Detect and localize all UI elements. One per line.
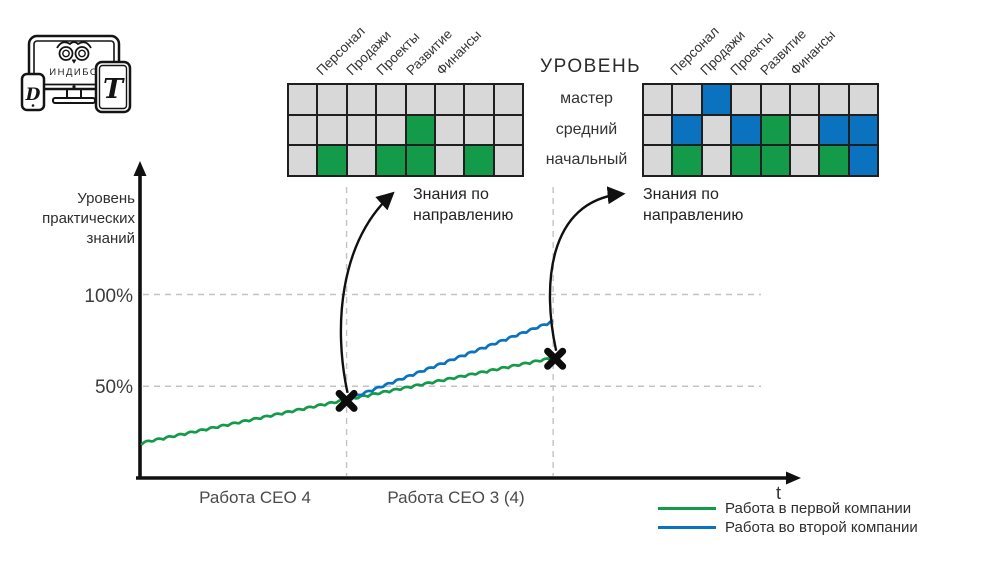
- matrix-cell-r3-c5: [761, 146, 789, 175]
- job-change-marker-2: [544, 347, 567, 370]
- matrix-cell-r2-c7: [820, 115, 848, 145]
- matrix-cell-r1-c4: [732, 85, 760, 114]
- legend-line-swatch: [658, 525, 716, 530]
- matrix-cell-r1-c2: [673, 85, 701, 114]
- matrix-cell-r3-c4: [732, 146, 760, 175]
- phase-label-ceo4: Работа CEO 4: [199, 488, 311, 507]
- matrix-cell-r1-c7: [465, 85, 493, 114]
- annotation-arrow-1: [339, 191, 395, 394]
- matrix-cell-r2-c6: [790, 115, 819, 145]
- matrix-cell-r1-c5: [761, 85, 789, 114]
- matrix-cell-r2-c5: [761, 115, 789, 145]
- matrix-cell-r2-c3: [702, 115, 731, 145]
- legend-item-1: Работа в первой компании: [658, 500, 918, 517]
- phase-label-ceo34: Работа CEO 3 (4): [387, 488, 525, 507]
- matrix-cell-r3-c4: [377, 146, 405, 175]
- matrix2-column-labels: Персонал Продажи Проекты Развитие Финансы: [642, 2, 882, 78]
- matrix1-caption: Знания по направлению: [413, 184, 513, 226]
- matrix-cell-r3-c1: [289, 146, 317, 175]
- x-axis-arrowhead-icon: [786, 471, 801, 485]
- matrix-cell-r2-c1: [289, 115, 317, 145]
- matrix2-caption-line2: направлению: [643, 207, 744, 224]
- logo-tablet-icon: [94, 60, 132, 114]
- matrix-cell-r1-c3: [702, 85, 731, 114]
- matrix-cell-r1-c5: [406, 85, 434, 114]
- matrix-cell-r3-c7: [820, 146, 848, 175]
- matrix-cell-r1-c8: [849, 85, 877, 114]
- matrix-cell-r2-c2: [318, 115, 346, 145]
- level-row-label-2: средний: [555, 120, 618, 138]
- matrix-cell-r2-c3: [347, 115, 376, 145]
- logo-phone-letter: D: [25, 85, 41, 105]
- matrix1-caption-line1: Знания по: [413, 186, 489, 203]
- logo-monitor-button-icon: [72, 85, 76, 89]
- matrix2-caption: Знания по направлению: [643, 184, 743, 226]
- matrix-cell-r2-c2: [673, 115, 701, 145]
- matrix-cell-r2-c6: [435, 115, 464, 145]
- level-header: УРОВЕНЬ: [540, 56, 642, 77]
- matrix-cell-r2-c5: [406, 115, 434, 145]
- logo-phone-icon: [20, 72, 46, 112]
- matrix-cell-r3-c6: [790, 146, 819, 175]
- annotation-arrow-2: [548, 186, 626, 351]
- knowledge-matrix-company1: [287, 83, 524, 177]
- y-axis-label-line3: знаний: [86, 230, 135, 247]
- matrix-cell-r1-c6: [435, 85, 464, 114]
- matrix-cell-r1-c1: [289, 85, 317, 114]
- matrix-cell-r1-c8: [494, 85, 522, 114]
- legend-label: Работа в первой компании: [725, 500, 912, 517]
- logo-monitor-stand-icon: [66, 88, 82, 99]
- series-line-1: [140, 355, 557, 446]
- matrix-cell-r2-c8: [494, 115, 522, 145]
- level-row-label-1: мастер: [560, 90, 613, 108]
- matrix-cell-r1-c6: [790, 85, 819, 114]
- y-tick-50: 50%: [94, 377, 133, 398]
- y-axis-label-line2: практических: [42, 210, 135, 227]
- matrix-cell-r3-c7: [465, 146, 493, 175]
- chart-legend: Работа в первой компании Работа во второй…: [658, 500, 918, 536]
- matrix-cell-r3-c8: [849, 146, 877, 175]
- matrix-cell-r1-c2: [318, 85, 346, 114]
- logo-monitor-base-icon: [52, 97, 96, 104]
- logo-brand-text: ИНДИБО: [49, 67, 98, 78]
- matrix-cell-r3-c6: [435, 146, 464, 175]
- matrix-cell-r2-c4: [377, 115, 405, 145]
- matrix-cell-r3-c2: [673, 146, 701, 175]
- matrix-cell-r1-c4: [377, 85, 405, 114]
- matrix-cell-r2-c1: [644, 115, 672, 145]
- y-axis-arrowhead-icon: [133, 161, 147, 176]
- y-axis-label-line1: Уровень: [77, 190, 135, 207]
- matrix-cell-r2-c7: [465, 115, 493, 145]
- x-axis-label-t: t: [776, 483, 782, 503]
- y-axis-label: Уровень практических знаний: [28, 189, 135, 249]
- matrix1-column-labels: Персонал Продажи Проекты Развитие Финансы: [288, 2, 528, 78]
- matrix-cell-r3-c2: [318, 146, 346, 175]
- matrix-cell-r3-c3: [347, 146, 376, 175]
- matrix-cell-r3-c5: [406, 146, 434, 175]
- matrix-cell-r1-c1: [644, 85, 672, 114]
- level-row-labels: мастер средний начальный: [520, 84, 653, 176]
- matrix-cell-r2-c4: [732, 115, 760, 145]
- matrix1-caption-line2: направлению: [413, 207, 514, 224]
- level-row-label-3: начальный: [545, 151, 628, 169]
- logo-owl-icon: [56, 41, 92, 64]
- matrix-cell-r1-c3: [347, 85, 376, 114]
- legend-item-2: Работа во второй компании: [658, 519, 918, 536]
- matrix-cell-r3-c3: [702, 146, 731, 175]
- indibo-logo: ИНДИБО D T: [20, 34, 132, 114]
- job-change-marker-1: [335, 389, 358, 412]
- y-tick-100: 100%: [84, 286, 133, 307]
- matrix-cell-r3-c8: [494, 146, 522, 175]
- matrix2-caption-line1: Знания по: [643, 186, 719, 203]
- knowledge-matrix-company2: [642, 83, 879, 177]
- series-line-2: [350, 319, 554, 401]
- legend-line-swatch: [658, 506, 716, 511]
- matrix-cell-r1-c7: [820, 85, 848, 114]
- legend-label: Работа во второй компании: [725, 519, 918, 536]
- matrix-cell-r2-c8: [849, 115, 877, 145]
- matrix-cell-r3-c1: [644, 146, 672, 175]
- logo-tablet-letter: T: [103, 74, 125, 105]
